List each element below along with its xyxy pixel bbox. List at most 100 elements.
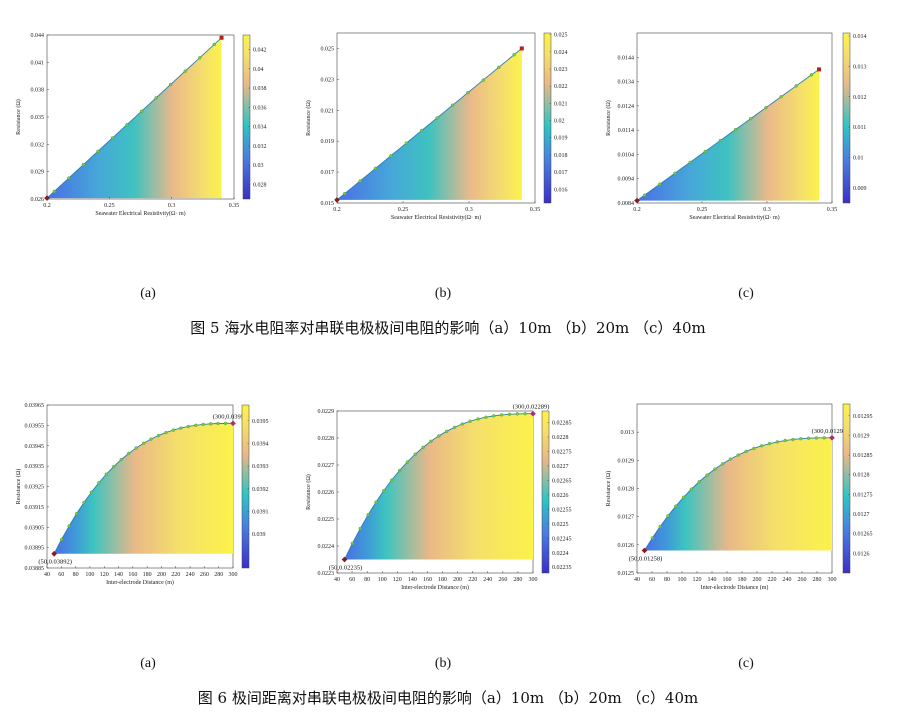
data-point bbox=[492, 414, 496, 418]
y-tick-label: 0.0127 bbox=[618, 515, 635, 521]
data-point bbox=[783, 438, 787, 443]
y-tick-label: 0.0114 bbox=[618, 128, 634, 134]
data-point bbox=[435, 116, 439, 120]
x-tick-label: 120 bbox=[393, 577, 402, 583]
data-point bbox=[382, 488, 386, 493]
data-point bbox=[822, 436, 826, 440]
x-tick-label: 0.25 bbox=[398, 207, 409, 213]
colorbar bbox=[842, 403, 851, 574]
end-annotation: (300,0.03956) bbox=[213, 413, 250, 420]
data-point bbox=[223, 421, 228, 426]
data-point bbox=[397, 468, 402, 473]
y-tick-label: 0.015 bbox=[321, 201, 335, 207]
start-point bbox=[634, 197, 640, 204]
colorbar-tick-label: 0.0227 bbox=[552, 464, 569, 470]
data-point bbox=[194, 423, 198, 427]
data-point bbox=[134, 446, 138, 450]
start-annotation: (50,0.02235) bbox=[329, 565, 363, 572]
y-tick-label: 0.032 bbox=[31, 142, 45, 148]
data-point bbox=[767, 441, 772, 446]
y-tick-label: 0.0144 bbox=[618, 55, 635, 61]
data-point bbox=[110, 136, 115, 140]
y-tick-label: 0.0229 bbox=[318, 409, 335, 415]
y-tick-label: 0.0125 bbox=[618, 571, 635, 577]
data-point bbox=[358, 526, 362, 531]
data-point bbox=[389, 154, 393, 158]
data-point bbox=[208, 422, 213, 426]
data-point bbox=[744, 449, 748, 454]
colorbar-tick-label: 0.013 bbox=[853, 64, 867, 70]
data-point bbox=[718, 138, 723, 143]
colorbar-tick-label: 0.019 bbox=[554, 136, 568, 142]
data-point bbox=[468, 419, 472, 423]
data-point bbox=[74, 512, 79, 516]
x-tick-label: 60 bbox=[649, 577, 655, 583]
colorbar-tick-label: 0.036 bbox=[253, 105, 267, 111]
y-tick-label: 0.0084 bbox=[618, 201, 635, 207]
data-point bbox=[350, 541, 355, 546]
data-point bbox=[186, 424, 190, 429]
colorbar-tick-label: 0.042 bbox=[253, 47, 267, 53]
y-tick-label: 0.03945 bbox=[25, 444, 45, 450]
data-point bbox=[67, 524, 71, 528]
data-point bbox=[674, 504, 678, 508]
x-tick-label: 80 bbox=[364, 577, 370, 583]
colorbar-tick-label: 0.009 bbox=[853, 186, 867, 192]
data-point bbox=[183, 69, 187, 73]
data-point bbox=[198, 56, 202, 60]
fig6-sublabel-b: (b) bbox=[435, 656, 452, 671]
series-line bbox=[336, 48, 523, 201]
end-point bbox=[219, 35, 224, 40]
data-point bbox=[752, 446, 756, 451]
y-tick-label: 0.0126 bbox=[618, 543, 635, 549]
data-point bbox=[450, 103, 455, 107]
colorbar-tick-label: 0.025 bbox=[554, 33, 568, 39]
y-tick-label: 0.0128 bbox=[618, 487, 635, 493]
y-tick-label: 0.038 bbox=[31, 88, 45, 94]
data-point bbox=[703, 149, 707, 154]
colorbar-tick-label: 0.0128 bbox=[853, 473, 870, 479]
x-tick-label: 0.3 bbox=[763, 207, 771, 213]
data-point bbox=[96, 149, 100, 153]
colorbar-tick-label: 0.0393 bbox=[252, 464, 269, 470]
data-point bbox=[59, 537, 64, 541]
data-point bbox=[125, 122, 129, 127]
y-tick-label: 0.0227 bbox=[318, 463, 335, 469]
x-tick-label: 280 bbox=[813, 577, 822, 583]
x-tick-label: 280 bbox=[513, 577, 522, 583]
data-point bbox=[666, 514, 670, 518]
data-point bbox=[437, 434, 441, 438]
data-point bbox=[390, 478, 394, 482]
x-tick-label: 100 bbox=[378, 577, 387, 583]
end-point bbox=[829, 434, 835, 441]
fig6-sublabel-c: (c) bbox=[738, 656, 754, 671]
x-tick-label: 0.2 bbox=[333, 207, 341, 213]
y-axis-label: Resistance (Ω) bbox=[305, 100, 312, 136]
x-tick-label: 40 bbox=[44, 572, 50, 578]
colorbar-tick-label: 0.018 bbox=[554, 153, 568, 159]
x-tick-label: 0.3 bbox=[168, 203, 176, 209]
data-point bbox=[713, 467, 717, 471]
x-tick-label: 100 bbox=[678, 577, 687, 583]
data-point bbox=[484, 415, 488, 419]
data-point bbox=[89, 490, 94, 494]
data-point bbox=[799, 437, 803, 441]
x-tick-label: 40 bbox=[634, 577, 640, 583]
x-axis-label: Inter-electrode Distance (m) bbox=[401, 584, 469, 591]
x-tick-label: 160 bbox=[128, 572, 137, 578]
x-tick-label: 180 bbox=[143, 572, 152, 578]
colorbar-tick-label: 0.024 bbox=[554, 50, 568, 56]
colorbar-tick-label: 0.02245 bbox=[552, 536, 572, 542]
chart-fig6c: 40 60 80 100 120 140 160 180 200 220 240 260 280 300 0… bbox=[605, 403, 873, 591]
data-point bbox=[806, 436, 811, 440]
end-point bbox=[230, 420, 236, 427]
colorbar-tick-label: 0.017 bbox=[554, 170, 568, 176]
y-tick-label: 0.0223 bbox=[318, 571, 335, 577]
start-point bbox=[334, 197, 340, 203]
y-tick-label: 0.025 bbox=[321, 46, 335, 52]
surface-fill bbox=[54, 423, 234, 554]
data-point bbox=[112, 464, 116, 469]
data-point bbox=[201, 422, 205, 427]
x-tick-label: 160 bbox=[423, 577, 432, 583]
colorbar-tick-label: 0.0226 bbox=[552, 493, 569, 499]
